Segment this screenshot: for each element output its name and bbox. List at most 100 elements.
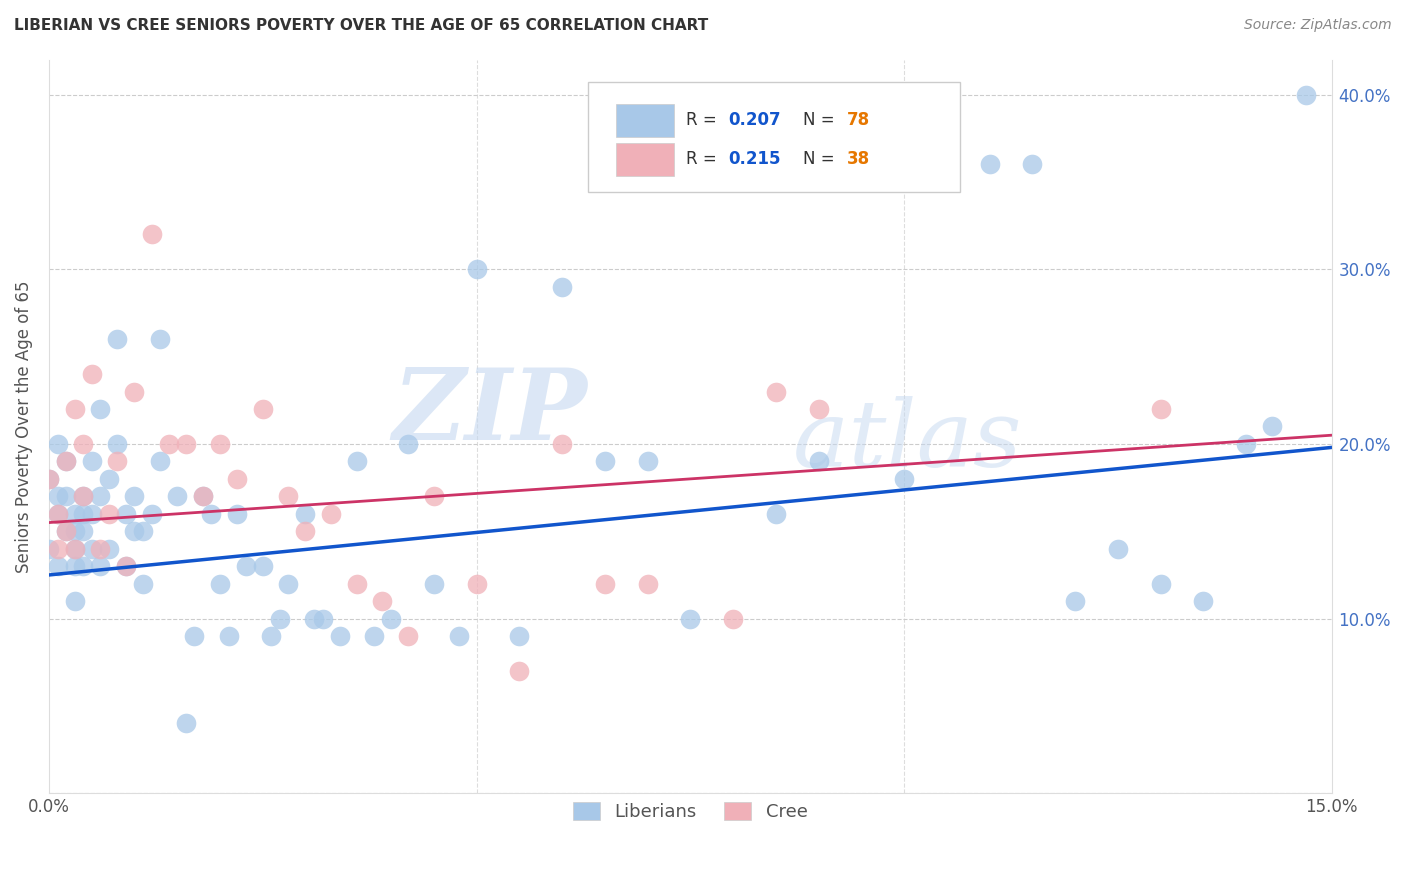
Text: 0.207: 0.207 [728, 111, 782, 128]
Point [72, 489, 94, 503]
Point [593, 454, 616, 468]
Point [46, 507, 69, 521]
Point [46, 507, 69, 521]
Point [97, 541, 120, 556]
Point [269, 612, 291, 626]
Point [89, 489, 111, 503]
Point [191, 489, 214, 503]
Point [124, 524, 146, 539]
Point [55, 524, 77, 539]
Point [465, 576, 488, 591]
Point [449, 629, 471, 643]
Point [89, 402, 111, 417]
Point [302, 612, 325, 626]
Point [105, 437, 128, 451]
Point [72, 524, 94, 539]
Point [371, 594, 394, 608]
Point [97, 507, 120, 521]
Point [55, 454, 77, 468]
Point [363, 629, 385, 643]
Point [141, 507, 163, 521]
Point [893, 472, 915, 486]
Point [1295, 87, 1317, 102]
Point [1021, 157, 1043, 171]
Point [80, 454, 103, 468]
Point [55, 454, 77, 468]
Point [396, 629, 419, 643]
Point [115, 559, 138, 574]
Point [508, 629, 530, 643]
Text: R =: R = [686, 111, 723, 128]
Point [115, 559, 138, 574]
Point [63, 541, 86, 556]
Text: N =: N = [803, 150, 839, 168]
Point [38, 472, 60, 486]
Point [55, 489, 77, 503]
Point [465, 262, 488, 277]
Point [124, 489, 146, 503]
Point [208, 437, 231, 451]
Point [38, 472, 60, 486]
Point [63, 402, 86, 417]
Point [226, 507, 249, 521]
Point [63, 524, 86, 539]
Point [55, 524, 77, 539]
Point [1192, 594, 1215, 608]
Point [380, 612, 402, 626]
Point [277, 576, 299, 591]
Point [38, 541, 60, 556]
Point [1149, 402, 1171, 417]
Point [115, 507, 138, 521]
Point [174, 716, 197, 731]
Point [89, 559, 111, 574]
Point [63, 559, 86, 574]
Legend: Liberians, Cree: Liberians, Cree [558, 788, 823, 836]
Text: atlas: atlas [793, 396, 1022, 486]
Point [721, 612, 744, 626]
Point [294, 524, 316, 539]
Point [252, 402, 274, 417]
Point [1260, 419, 1282, 434]
FancyBboxPatch shape [616, 103, 673, 136]
Point [141, 227, 163, 242]
FancyBboxPatch shape [588, 81, 960, 192]
Point [321, 507, 343, 521]
Point [235, 559, 257, 574]
Point [63, 507, 86, 521]
Point [252, 559, 274, 574]
Text: 38: 38 [846, 150, 870, 168]
Text: R =: R = [686, 150, 723, 168]
Point [277, 489, 299, 503]
Point [183, 629, 205, 643]
Y-axis label: Seniors Poverty Over the Age of 65: Seniors Poverty Over the Age of 65 [15, 280, 32, 573]
Point [89, 541, 111, 556]
Point [72, 489, 94, 503]
Point [765, 507, 787, 521]
Point [124, 384, 146, 399]
Point [346, 454, 368, 468]
Point [80, 367, 103, 381]
Point [1107, 541, 1129, 556]
Text: Source: ZipAtlas.com: Source: ZipAtlas.com [1244, 18, 1392, 32]
Point [807, 454, 830, 468]
Point [1064, 594, 1087, 608]
Point [1234, 437, 1257, 451]
Point [200, 507, 222, 521]
FancyBboxPatch shape [616, 143, 673, 176]
Point [979, 157, 1001, 171]
Point [72, 437, 94, 451]
Text: 0.215: 0.215 [728, 150, 782, 168]
Point [191, 489, 214, 503]
Point [637, 454, 659, 468]
Point [294, 507, 316, 521]
Point [208, 576, 231, 591]
Point [63, 594, 86, 608]
Point [157, 437, 180, 451]
Point [422, 489, 444, 503]
Text: LIBERIAN VS CREE SENIORS POVERTY OVER THE AGE OF 65 CORRELATION CHART: LIBERIAN VS CREE SENIORS POVERTY OVER TH… [14, 18, 709, 33]
Point [218, 629, 240, 643]
Point [226, 472, 249, 486]
Point [46, 489, 69, 503]
Point [593, 576, 616, 591]
Point [46, 559, 69, 574]
